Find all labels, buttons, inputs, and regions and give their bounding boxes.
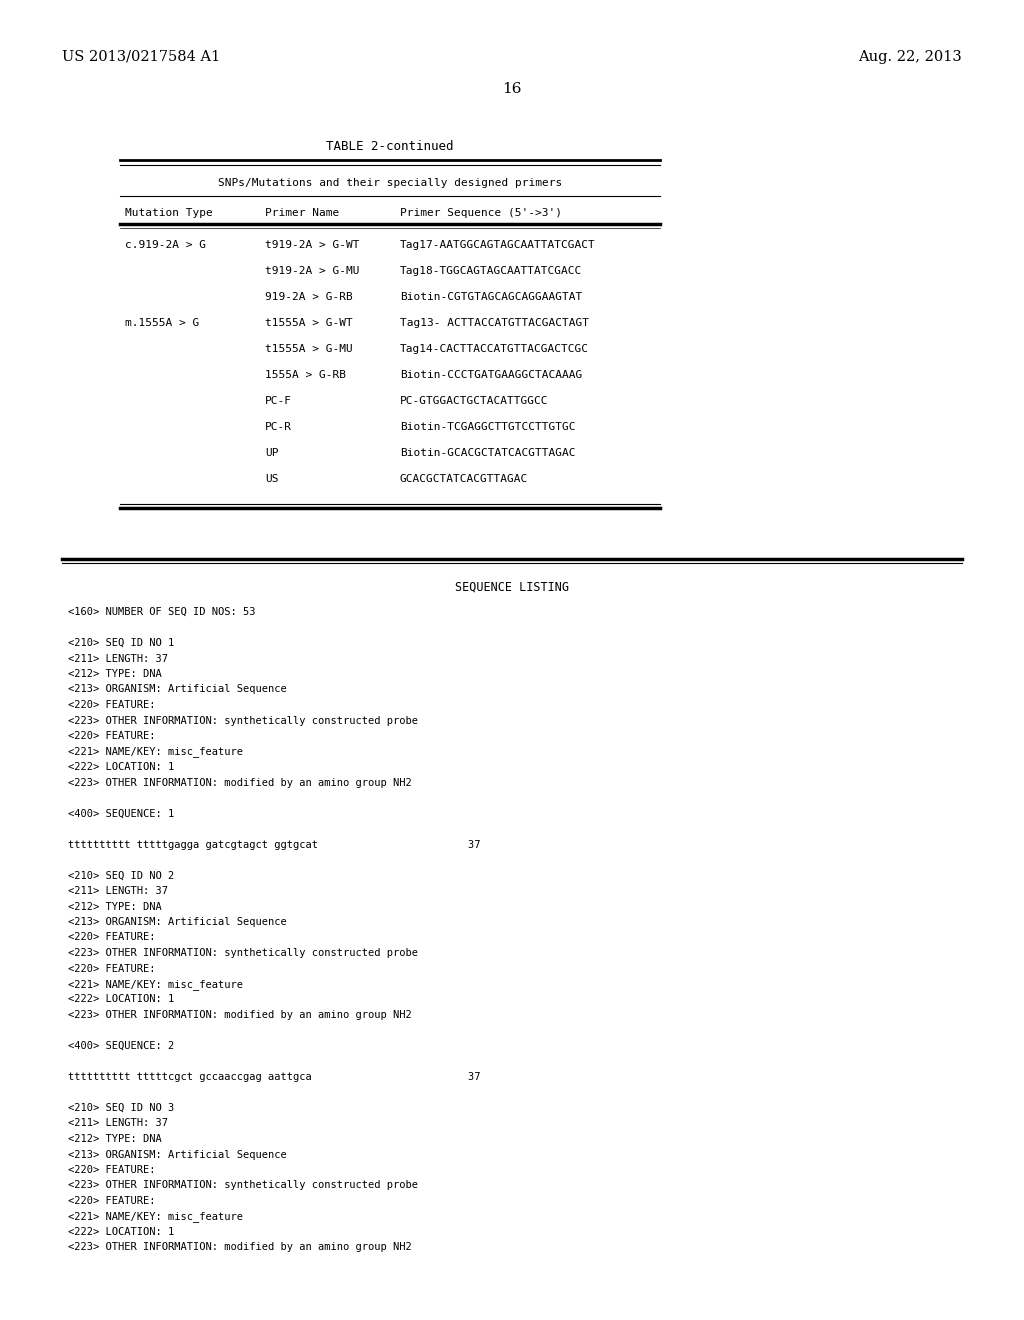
Text: Aug. 22, 2013: Aug. 22, 2013 (858, 50, 962, 63)
Text: SNPs/Mutations and their specially designed primers: SNPs/Mutations and their specially desig… (218, 178, 562, 187)
Text: <220> FEATURE:: <220> FEATURE: (68, 700, 156, 710)
Text: <223> OTHER INFORMATION: synthetically constructed probe: <223> OTHER INFORMATION: synthetically c… (68, 1180, 418, 1191)
Text: GCACGCTATCACGTTAGAC: GCACGCTATCACGTTAGAC (400, 474, 528, 484)
Text: 919-2A > G-RB: 919-2A > G-RB (265, 292, 352, 302)
Text: <212> TYPE: DNA: <212> TYPE: DNA (68, 902, 162, 912)
Text: <400> SEQUENCE: 1: <400> SEQUENCE: 1 (68, 808, 174, 818)
Text: <222> LOCATION: 1: <222> LOCATION: 1 (68, 1228, 174, 1237)
Text: Biotin-CGTGTAGCAGCAGGAAGTAT: Biotin-CGTGTAGCAGCAGGAAGTAT (400, 292, 583, 302)
Text: <210> SEQ ID NO 3: <210> SEQ ID NO 3 (68, 1104, 174, 1113)
Text: <160> NUMBER OF SEQ ID NOS: 53: <160> NUMBER OF SEQ ID NOS: 53 (68, 607, 256, 616)
Text: <223> OTHER INFORMATION: synthetically constructed probe: <223> OTHER INFORMATION: synthetically c… (68, 715, 418, 726)
Text: 1555A > G-RB: 1555A > G-RB (265, 370, 346, 380)
Text: <222> LOCATION: 1: <222> LOCATION: 1 (68, 762, 174, 772)
Text: <223> OTHER INFORMATION: modified by an amino group NH2: <223> OTHER INFORMATION: modified by an … (68, 777, 412, 788)
Text: <210> SEQ ID NO 1: <210> SEQ ID NO 1 (68, 638, 174, 648)
Text: Primer Sequence (5'->3'): Primer Sequence (5'->3') (400, 209, 562, 218)
Text: PC-F: PC-F (265, 396, 292, 407)
Text: <222> LOCATION: 1: <222> LOCATION: 1 (68, 994, 174, 1005)
Text: Primer Name: Primer Name (265, 209, 339, 218)
Text: <221> NAME/KEY: misc_feature: <221> NAME/KEY: misc_feature (68, 1212, 243, 1222)
Text: <211> LENGTH: 37: <211> LENGTH: 37 (68, 886, 168, 896)
Text: <211> LENGTH: 37: <211> LENGTH: 37 (68, 653, 168, 664)
Text: UP: UP (265, 447, 279, 458)
Text: <220> FEATURE:: <220> FEATURE: (68, 932, 156, 942)
Text: tttttttttt tttttgagga gatcgtagct ggtgcat                        37: tttttttttt tttttgagga gatcgtagct ggtgcat… (68, 840, 480, 850)
Text: TABLE 2-continued: TABLE 2-continued (327, 140, 454, 153)
Text: t1555A > G-WT: t1555A > G-WT (265, 318, 352, 327)
Text: <221> NAME/KEY: misc_feature: <221> NAME/KEY: misc_feature (68, 979, 243, 990)
Text: <220> FEATURE:: <220> FEATURE: (68, 964, 156, 974)
Text: <220> FEATURE:: <220> FEATURE: (68, 1166, 156, 1175)
Text: <212> TYPE: DNA: <212> TYPE: DNA (68, 1134, 162, 1144)
Text: t919-2A > G-WT: t919-2A > G-WT (265, 240, 359, 249)
Text: <221> NAME/KEY: misc_feature: <221> NAME/KEY: misc_feature (68, 747, 243, 758)
Text: <211> LENGTH: 37: <211> LENGTH: 37 (68, 1118, 168, 1129)
Text: t1555A > G-MU: t1555A > G-MU (265, 345, 352, 354)
Text: Biotin-CCCTGATGAAGGCTACAAAG: Biotin-CCCTGATGAAGGCTACAAAG (400, 370, 583, 380)
Text: <210> SEQ ID NO 2: <210> SEQ ID NO 2 (68, 870, 174, 880)
Text: c.919-2A > G: c.919-2A > G (125, 240, 206, 249)
Text: Mutation Type: Mutation Type (125, 209, 213, 218)
Text: Biotin-TCGAGGCTTGTCCTTGTGC: Biotin-TCGAGGCTTGTCCTTGTGC (400, 422, 575, 432)
Text: <223> OTHER INFORMATION: modified by an amino group NH2: <223> OTHER INFORMATION: modified by an … (68, 1242, 412, 1253)
Text: Tag13- ACTTACCATGTTACGACTAGT: Tag13- ACTTACCATGTTACGACTAGT (400, 318, 589, 327)
Text: 16: 16 (502, 82, 522, 96)
Text: <213> ORGANISM: Artificial Sequence: <213> ORGANISM: Artificial Sequence (68, 1150, 287, 1159)
Text: <400> SEQUENCE: 2: <400> SEQUENCE: 2 (68, 1041, 174, 1051)
Text: <220> FEATURE:: <220> FEATURE: (68, 731, 156, 741)
Text: Tag17-AATGGCAGTAGCAATTATCGACT: Tag17-AATGGCAGTAGCAATTATCGACT (400, 240, 596, 249)
Text: SEQUENCE LISTING: SEQUENCE LISTING (455, 581, 569, 594)
Text: US: US (265, 474, 279, 484)
Text: US 2013/0217584 A1: US 2013/0217584 A1 (62, 50, 220, 63)
Text: PC-R: PC-R (265, 422, 292, 432)
Text: <223> OTHER INFORMATION: synthetically constructed probe: <223> OTHER INFORMATION: synthetically c… (68, 948, 418, 958)
Text: Tag14-CACTTACCATGTTACGACTCGC: Tag14-CACTTACCATGTTACGACTCGC (400, 345, 589, 354)
Text: <213> ORGANISM: Artificial Sequence: <213> ORGANISM: Artificial Sequence (68, 917, 287, 927)
Text: <220> FEATURE:: <220> FEATURE: (68, 1196, 156, 1206)
Text: tttttttttt tttttcgct gccaaccgag aattgca                         37: tttttttttt tttttcgct gccaaccgag aattgca … (68, 1072, 480, 1082)
Text: <212> TYPE: DNA: <212> TYPE: DNA (68, 669, 162, 678)
Text: m.1555A > G: m.1555A > G (125, 318, 200, 327)
Text: <223> OTHER INFORMATION: modified by an amino group NH2: <223> OTHER INFORMATION: modified by an … (68, 1010, 412, 1020)
Text: Tag18-TGGCAGTAGCAATTATCGACC: Tag18-TGGCAGTAGCAATTATCGACC (400, 267, 583, 276)
Text: t919-2A > G-MU: t919-2A > G-MU (265, 267, 359, 276)
Text: PC-GTGGACTGCTACATTGGCC: PC-GTGGACTGCTACATTGGCC (400, 396, 549, 407)
Text: Biotin-GCACGCTATCACGTTAGAC: Biotin-GCACGCTATCACGTTAGAC (400, 447, 575, 458)
Text: <213> ORGANISM: Artificial Sequence: <213> ORGANISM: Artificial Sequence (68, 685, 287, 694)
